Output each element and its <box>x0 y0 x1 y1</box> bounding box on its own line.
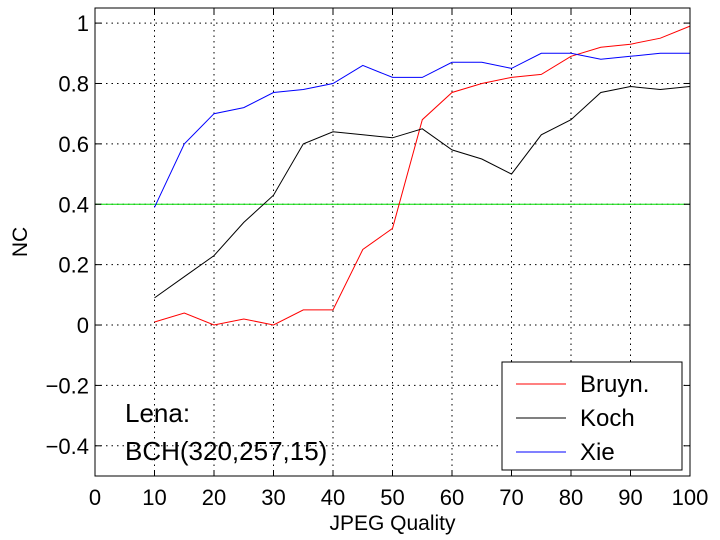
y-tick-labels: −0.4 −0.2 0 0.2 0.4 0.6 0.8 1 <box>46 11 89 459</box>
y-tick-label: −0.2 <box>46 373 89 398</box>
series-line-bruyn <box>154 25 691 326</box>
legend-label-koch: Koch <box>580 405 635 432</box>
x-tick-label: 10 <box>142 485 166 510</box>
y-axis-label: NC <box>9 227 32 257</box>
x-tick-label: 100 <box>672 485 709 510</box>
x-tick-label: 60 <box>440 485 464 510</box>
series-line-xie <box>154 52 690 208</box>
legend: Bruyn. Koch Xie <box>501 361 683 471</box>
y-tick-label: 0.6 <box>58 132 89 157</box>
annotation-line-2: BCH(320,257,15) <box>125 436 327 466</box>
annotation-line-1: Lena: <box>125 398 190 428</box>
x-tick-label: 90 <box>618 485 642 510</box>
x-tick-label: 20 <box>202 485 226 510</box>
annotation-text: Lena: BCH(320,257,15) <box>125 398 327 466</box>
series-line-koch <box>154 85 691 299</box>
x-tick-label: 70 <box>499 485 523 510</box>
x-tick-labels: 0 10 20 30 40 50 60 70 80 90 100 <box>89 485 708 510</box>
x-axis-label: JPEG Quality <box>329 512 456 535</box>
legend-label-xie: Xie <box>580 439 615 466</box>
x-tick-label: 30 <box>261 485 285 510</box>
data-series <box>154 25 691 326</box>
y-tick-label: 0.8 <box>58 71 89 96</box>
y-tick-label: 0.2 <box>58 253 89 278</box>
legend-label-bruyn: Bruyn. <box>580 371 649 398</box>
x-tick-label: 40 <box>321 485 345 510</box>
y-tick-label: 0 <box>77 313 89 338</box>
axis-ticks <box>94 8 691 476</box>
y-tick-label: 1 <box>77 11 89 36</box>
y-tick-label: 0.4 <box>58 192 89 217</box>
x-tick-label: 50 <box>380 485 404 510</box>
x-tick-label: 80 <box>559 485 583 510</box>
x-tick-label: 0 <box>89 485 101 510</box>
y-tick-label: −0.4 <box>46 434 89 459</box>
